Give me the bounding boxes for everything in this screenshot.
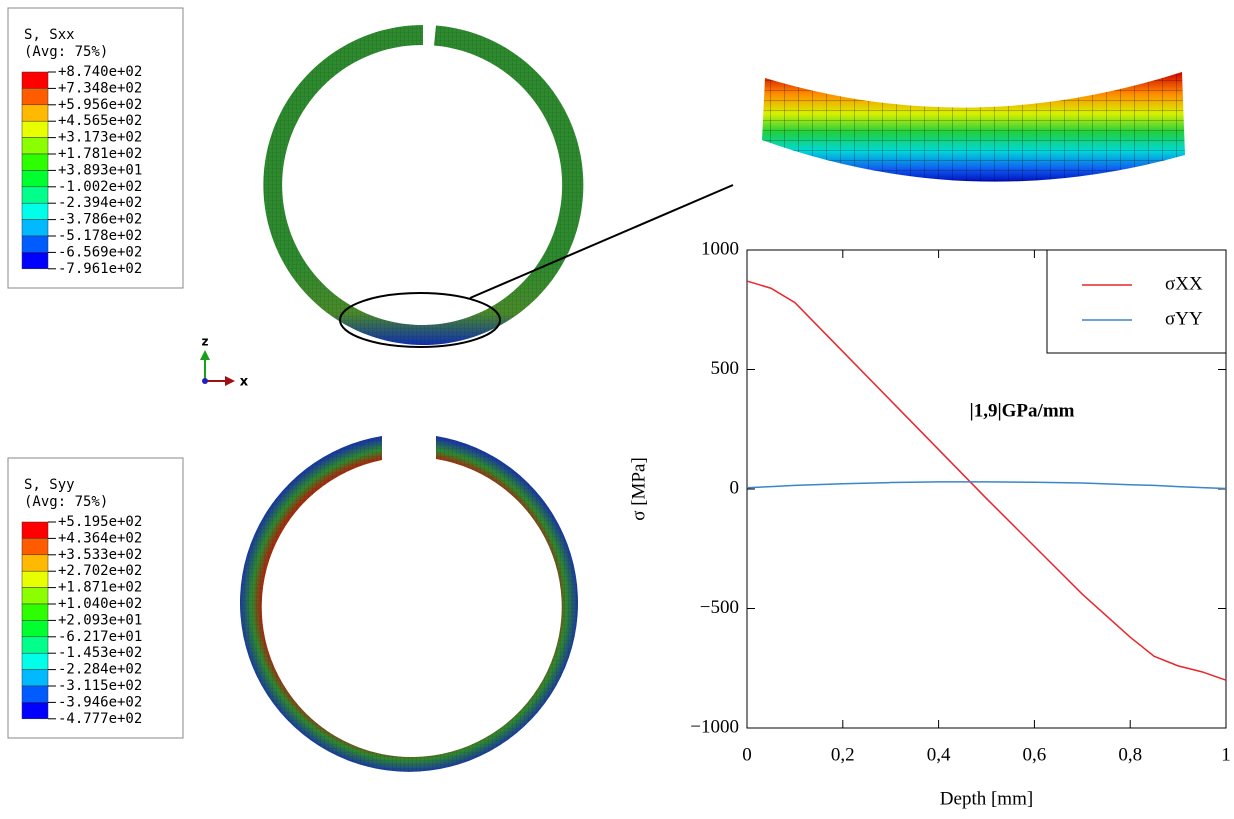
legend-average: (Avg: 75%) [24, 44, 108, 60]
y-tick-label: 0 [730, 477, 740, 498]
color-bin [21, 235, 49, 253]
legend-title: S, Syy [24, 477, 75, 493]
legend-label: +7.348e+02 [58, 80, 142, 96]
legend-label: σXX [1165, 273, 1203, 294]
color-bin [21, 669, 49, 687]
x-tick-label: 0,2 [831, 744, 855, 765]
legend-label: +2.093e+01 [58, 612, 142, 628]
legend-label: -1.453e+02 [58, 645, 142, 661]
color-bin [21, 104, 49, 122]
color-bin [21, 620, 49, 638]
legend-label: -4.777e+02 [58, 711, 142, 727]
color-bin [21, 538, 49, 556]
legend-label: -7.961e+02 [58, 261, 142, 277]
legend-label: +1.040e+02 [58, 596, 142, 612]
legend-label: +5.956e+02 [58, 97, 142, 113]
legend-label: +2.702e+02 [58, 563, 142, 579]
legend-title: S, Sxx [24, 27, 75, 43]
x-tick-label: 0,6 [1023, 744, 1047, 765]
legend-label: -6.217e+01 [58, 629, 142, 645]
color-bin [21, 88, 49, 106]
color-bin [21, 636, 49, 654]
color-bin [21, 252, 49, 270]
color-bin [21, 521, 49, 539]
x-axis-label: Depth [mm] [940, 788, 1033, 809]
color-bin [21, 685, 49, 703]
legend-label: +3.533e+02 [58, 547, 142, 563]
legend-label: +8.740e+02 [58, 64, 142, 80]
legend-label: -6.569e+02 [58, 244, 142, 260]
x-tick-label: 1 [1221, 744, 1231, 765]
zoom-line [469, 184, 734, 299]
y-tick-label: 500 [711, 358, 740, 379]
legend-label: -2.284e+02 [58, 662, 142, 678]
legend-label: -1.002e+02 [58, 179, 142, 195]
color-bin [21, 186, 49, 204]
triad-label: x [240, 375, 249, 390]
legend-average: (Avg: 75%) [24, 494, 108, 510]
legend-label: +1.781e+02 [58, 146, 142, 162]
color-bin [21, 71, 49, 89]
zoom-ellipse [339, 292, 501, 348]
color-bin [21, 603, 49, 621]
y-tick-label: 1000 [701, 238, 739, 259]
legend-box [1046, 249, 1227, 354]
y-tick-label: −1000 [690, 716, 739, 737]
legend-label: -5.178e+02 [58, 228, 142, 244]
legend-label: +3.173e+02 [58, 130, 142, 146]
axis-triad: z x [200, 335, 249, 390]
legend-label: +4.565e+02 [58, 113, 142, 129]
legend-label: -3.786e+02 [58, 212, 142, 228]
zoom-band [762, 72, 1185, 182]
legend-label: +1.871e+02 [58, 580, 142, 596]
color-bin [21, 120, 49, 138]
color-bin [21, 170, 49, 188]
color-bin [21, 153, 49, 171]
y-tick-label: −500 [700, 597, 739, 618]
ring-syy [240, 436, 578, 772]
color-bin [21, 202, 49, 220]
triad-label: z [202, 335, 209, 349]
legend-label: +3.893e+01 [58, 162, 142, 178]
y-axis-label: σ [MPa] [628, 457, 649, 521]
color-bin [21, 652, 49, 670]
series-line [746, 481, 1227, 490]
x-tick-label: 0,4 [927, 744, 951, 765]
color-bin [21, 702, 49, 720]
ring-sxx [263, 25, 584, 345]
legend-label: +4.364e+02 [58, 530, 142, 546]
color-bin [21, 554, 49, 572]
color-bin [21, 219, 49, 237]
legend-label: σYY [1165, 308, 1203, 329]
color-bin [21, 570, 49, 588]
annotation: |1,9|GPa/mm [970, 400, 1075, 421]
color-bin [21, 587, 49, 605]
legend-label: -3.946e+02 [58, 694, 142, 710]
x-tick-label: 0 [742, 744, 752, 765]
x-tick-label: 0,8 [1118, 744, 1142, 765]
color-bin [21, 137, 49, 155]
legend-label: -2.394e+02 [58, 195, 142, 211]
legend-label: -3.115e+02 [58, 678, 142, 694]
series-line [746, 280, 1227, 681]
legend-label: +5.195e+02 [58, 514, 142, 530]
